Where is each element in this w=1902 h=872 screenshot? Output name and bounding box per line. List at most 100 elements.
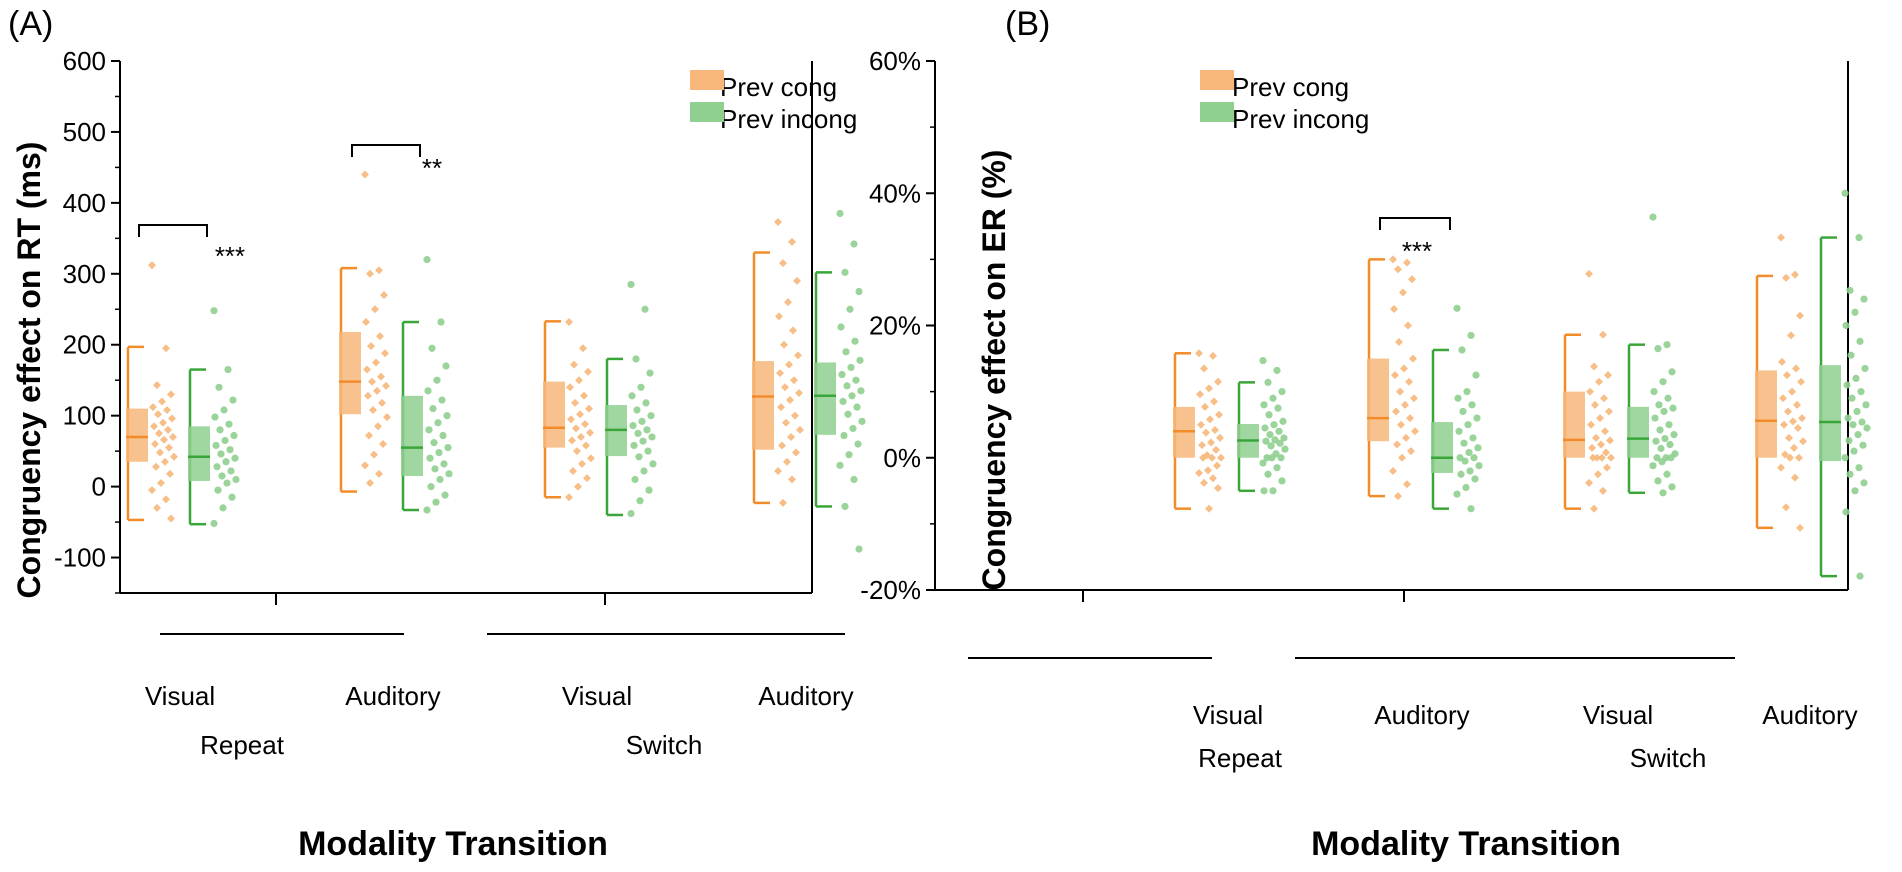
panel-a-repeat-visual-prev-incong-point: [219, 504, 227, 512]
panel-a-switch-visual-prev-incong-point: [628, 392, 636, 400]
panel-b-repeat-auditory-prev-incong-point: [1461, 457, 1469, 465]
panel-a-switch-visual-prev-incong-point: [647, 412, 655, 420]
panel-a-switch-auditory-prev-incong-point: [850, 475, 858, 484]
panel-b-switch-auditory-prev-cong-point: [1790, 443, 1798, 452]
panel-b-switch-auditory-prev-cong-point: [1784, 407, 1792, 416]
panel-a-repeat-auditory-prev-incong-point: [444, 443, 452, 452]
panel-b-repeat-visual-prev-incong-point: [1279, 417, 1287, 425]
panel-a-repeat-visual-prev-cong-point: [159, 418, 167, 427]
panel-a-switch-visual-prev-cong-point: [565, 493, 573, 502]
panel-b-repeat-visual-prev-incong-point: [1274, 404, 1282, 412]
panel-b-repeat-auditory-prev-incong-point: [1454, 394, 1462, 402]
panel-b-repeat-visual-prev-incong-point: [1270, 421, 1278, 429]
panel-b-group-label-repeat: Repeat: [1198, 743, 1283, 773]
panel-a-switch-visual-prev-cong-point: [583, 474, 591, 483]
panel-a-repeat-auditory-prev-incong-point: [425, 426, 433, 434]
panel-a-switch-visual-prev-incong-point: [636, 497, 644, 505]
panel-b-repeat-visual-prev-incong-point: [1275, 427, 1283, 435]
panel-b-repeat-auditory-prev-incong-point: [1465, 448, 1473, 457]
panel-a-legend-prev-cong: Prev cong: [720, 72, 837, 102]
panel-a-category-switch-auditory: Auditory: [758, 681, 853, 711]
panel-b-repeat-visual-prev-cong-point: [1200, 478, 1208, 487]
panel-a-switch-visual-prev-cong-point: [568, 436, 576, 445]
panel-a-switch-visual-prev-cong-point: [578, 459, 586, 468]
panel-b-repeat-visual-prev-cong-point: [1211, 425, 1219, 434]
panel-b-repeat-auditory-prev-incong-point: [1466, 467, 1474, 475]
panel-a-switch-visual-prev-incong-point: [641, 305, 649, 313]
panel-a-repeat-auditory-prev-cong-point: [374, 422, 382, 431]
panel-b-switch-visual-prev-incong-point: [1660, 407, 1668, 416]
panel-b-switch-visual-prev-cong-point: [1595, 377, 1603, 386]
panel-b-repeat-visual-prev-cong-point: [1201, 402, 1209, 411]
panel-a-switch-visual-prev-incong-point: [637, 383, 645, 391]
panel-b-legend-prev-cong: Prev cong: [1232, 72, 1349, 102]
panel-a-repeat-visual-prev-incong-point: [225, 420, 233, 428]
panel-a-switch-auditory-prev-incong-point: [849, 424, 857, 433]
panel-b-switch-visual-prev-cong-point: [1585, 269, 1593, 278]
panel-b-repeat-visual-prev-incong-point: [1276, 439, 1284, 447]
panel-b-switch-auditory-prev-incong-point: [1848, 394, 1856, 402]
panel-b-repeat-visual-prev-incong-point: [1262, 437, 1270, 445]
panel-a-significance-bracket: [138, 224, 208, 237]
panel-a-label: (A): [8, 5, 53, 43]
panel-b-y-tick-label: 40%: [869, 178, 921, 208]
panel-b-switch-visual-prev-incong-point: [1669, 404, 1677, 412]
panel-a-switch-auditory-prev-incong-point: [839, 397, 847, 406]
panel-b-repeat-visual-prev-incong-point: [1265, 411, 1273, 419]
panel-a-switch-auditory-prev-incong-point: [848, 392, 856, 400]
panel-b-switch-auditory-prev-cong-point: [1780, 420, 1788, 429]
panel-a-repeat-visual-prev-incong-box: [188, 426, 210, 481]
panel-a-repeat-auditory-prev-cong-point: [371, 305, 379, 314]
panel-a-repeat-visual-prev-cong-point: [166, 469, 174, 478]
panel-b-switch-auditory-prev-incong-point: [1863, 424, 1871, 432]
panel-a-switch-auditory-prev-incong-point: [856, 356, 864, 364]
panel-b-switch-visual-prev-incong-point: [1656, 426, 1664, 434]
panel-a-switch-visual-prev-cong-point: [576, 410, 584, 419]
panel-b-y-tick-label: 0%: [883, 443, 921, 473]
panel-b-repeat-auditory-prev-cong-point: [1389, 466, 1397, 475]
panel-a-repeat-auditory-prev-cong-point: [365, 431, 373, 440]
panel-b-switch-auditory-prev-incong-point: [1855, 233, 1863, 242]
panel-b-repeat-visual-prev-incong-point: [1268, 454, 1276, 462]
panel-b-repeat-auditory-prev-incong-point: [1457, 470, 1465, 478]
panel-b-repeat-auditory-prev-incong-point: [1464, 421, 1472, 429]
panel-b-repeat-visual-prev-cong-point: [1214, 377, 1222, 386]
panel-b-switch-auditory-prev-incong-point: [1862, 401, 1870, 409]
panel-a-repeat-auditory-prev-cong-point: [380, 291, 388, 300]
panel-a-repeat-visual-prev-cong-point: [152, 462, 160, 471]
panel-a-repeat-visual-prev-cong-point: [150, 422, 158, 431]
panel-a-switch-visual-prev-cong-point: [565, 318, 573, 327]
panel-b-switch-auditory-prev-incong-point: [1855, 464, 1863, 472]
panel-a-switch-auditory-prev-cong-point: [792, 448, 800, 457]
panel-b-repeat-visual-prev-cong-point: [1202, 428, 1210, 437]
panel-b-repeat-visual-prev-incong-point: [1263, 454, 1271, 462]
panel-b-switch-visual-prev-cong-point: [1607, 453, 1615, 462]
panel-b-switch-auditory-prev-incong-point: [1845, 436, 1853, 445]
panel-a-repeat-auditory-prev-cong-point: [375, 266, 383, 275]
panel-b-repeat-visual-prev-cong-point: [1197, 420, 1205, 429]
panel-a-switch-visual-prev-cong-point: [570, 360, 578, 369]
panel-b-repeat-auditory-prev-cong-point: [1410, 394, 1418, 403]
panel-a-repeat-visual-prev-cong-point: [157, 479, 165, 488]
panel-b-switch-auditory-prev-incong-point: [1846, 286, 1854, 295]
panel-a-repeat-auditory-prev-incong-point: [428, 344, 436, 352]
panel-b-repeat-visual-prev-cong-point: [1195, 468, 1203, 477]
panel-b-switch-visual-prev-cong-point: [1599, 330, 1607, 339]
panel-b-repeat-auditory-prev-incong-point: [1471, 475, 1479, 483]
panel-b-repeat-visual-prev-cong-point: [1217, 453, 1225, 462]
panel-a-switch-visual-prev-incong-point: [630, 441, 638, 450]
panel-b-switch-visual-prev-cong-point: [1591, 400, 1599, 409]
panel-a-switch-auditory-prev-cong-point: [785, 360, 793, 369]
panel-b-switch-auditory-prev-cong-point: [1799, 437, 1807, 446]
panel-a-repeat-visual-prev-cong-point: [162, 495, 170, 504]
panel-a-switch-auditory-prev-incong-point: [840, 431, 848, 440]
panel-a-switch-visual-prev-cong-point: [586, 428, 594, 437]
panel-a-switch-auditory-prev-incong-point: [845, 451, 853, 459]
panel-a-repeat-visual-prev-cong-point: [158, 397, 166, 406]
panel-b-repeat-auditory-prev-cong-point: [1399, 288, 1407, 297]
panel-a-repeat-visual-prev-incong-point: [220, 406, 228, 414]
panel-a-switch-auditory-prev-cong-point: [779, 259, 787, 268]
panel-a-repeat-auditory-prev-cong-point: [368, 377, 376, 386]
panel-b-switch-auditory-prev-incong-point: [1860, 295, 1868, 303]
panel-a-repeat-visual-prev-cong-point: [155, 429, 163, 438]
